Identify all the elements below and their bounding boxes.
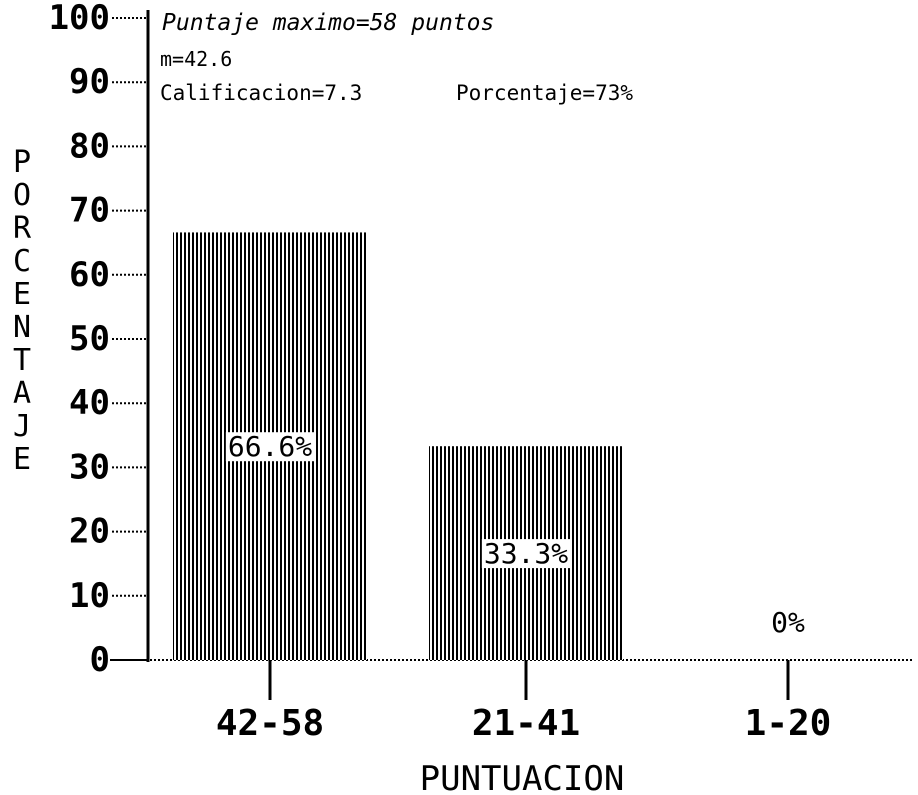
x-axis-title: PUNTUACION: [420, 759, 625, 795]
y-tick-label: 90: [69, 62, 110, 102]
bars-group: 66.6% 33.3% 0%: [173, 232, 805, 661]
bar-value-label-bg: [225, 432, 315, 462]
max-score-annotation: Puntaje maximo=58 puntos: [162, 10, 494, 36]
bar-value-label-bg: [481, 539, 571, 569]
percentage-annotation: Porcentaje=73%: [456, 81, 633, 105]
y-tick-label: 100: [49, 0, 110, 38]
bar-value-label: 66.6%: [228, 430, 312, 463]
x-category-label: 42-58: [216, 703, 324, 744]
grade-annotation: Calificacion=7.3: [160, 81, 362, 105]
y-tick-label: 60: [69, 255, 110, 295]
x-category-label: 1-20: [745, 703, 832, 744]
mean-annotation: m=42.6: [160, 47, 232, 71]
x-category-label: 21-41: [472, 703, 580, 744]
y-tick-label: 0: [90, 640, 110, 680]
y-tick-label: 10: [69, 576, 110, 616]
y-tick-label: 30: [69, 447, 110, 487]
y-tick-label: 20: [69, 512, 110, 552]
bar-value-label: 33.3%: [484, 537, 568, 570]
y-axis-ticks: 0 10 20 30 40 50 60 70 80 90 100: [49, 0, 148, 680]
x-axis-categories: 42-58 21-41 1-20: [216, 660, 832, 744]
y-tick-label: 70: [69, 191, 110, 231]
y-tick-label: 40: [69, 383, 110, 423]
y-tick-label: 50: [69, 319, 110, 359]
bar-value-label: 0%: [771, 606, 805, 639]
y-tick-label: 80: [69, 126, 110, 166]
